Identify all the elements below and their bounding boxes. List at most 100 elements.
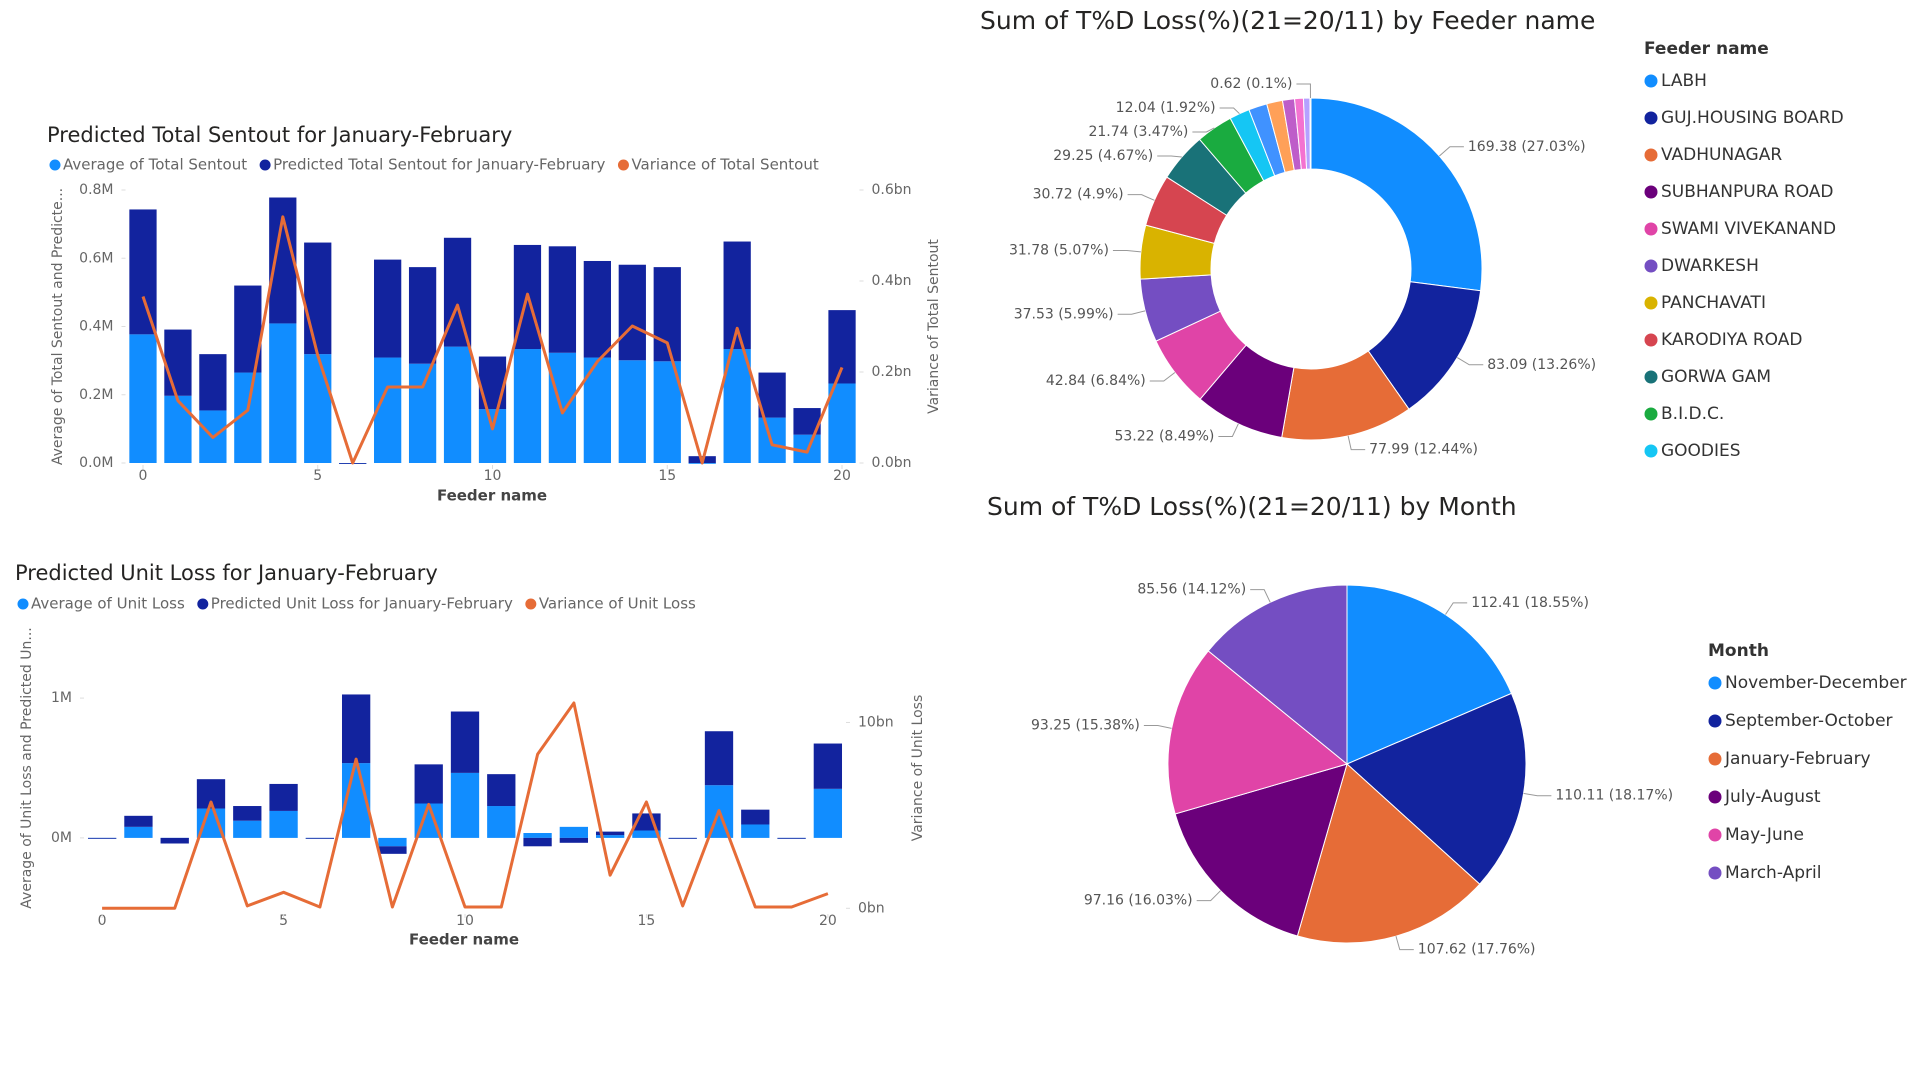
- bar: [618, 360, 646, 463]
- x-tick-label: 10: [456, 913, 474, 929]
- data-label: 169.38 (27.03%): [1468, 139, 1586, 155]
- leader-line: [1117, 310, 1146, 315]
- bar: [478, 356, 507, 410]
- legend-marker: [1644, 148, 1658, 162]
- legend-label: Variance of Unit Loss: [539, 595, 696, 613]
- leader-line: [1523, 792, 1552, 797]
- y-tick-label: 0.2M: [79, 387, 113, 403]
- data-label: 77.99 (12.44%): [1369, 442, 1478, 458]
- legend-marker: [1644, 333, 1658, 347]
- legend-label: November-December: [1725, 673, 1907, 693]
- bar: [233, 806, 262, 821]
- legend-marker: [525, 598, 537, 610]
- legend-marker: [49, 159, 61, 171]
- legend-marker: [617, 159, 629, 171]
- legend-marker: [1644, 74, 1658, 88]
- y-tick-label: 0.8M: [79, 182, 113, 198]
- bar: [741, 824, 770, 838]
- x-tick-label: 5: [279, 913, 288, 929]
- bar: [408, 363, 437, 463]
- slice: [1309, 97, 1312, 170]
- leader-line: [1219, 107, 1240, 115]
- bar: [595, 835, 625, 838]
- bar: [129, 209, 157, 335]
- chart-title: Predicted Total Sentout for January-Febr…: [47, 123, 512, 147]
- legend-marker: [1708, 828, 1722, 842]
- legend-label: LABH: [1661, 71, 1707, 91]
- data-label: 21.74 (3.47%): [1088, 124, 1188, 140]
- legend-label: Predicted Total Sentout for January-Febr…: [273, 156, 605, 174]
- bar: [443, 346, 472, 463]
- chart-title: Sum of T%D Loss(%)(21=20/11) by Month: [987, 492, 1517, 521]
- data-label: 112.41 (18.55%): [1471, 595, 1589, 611]
- legend-label: VADHUNAGAR: [1661, 145, 1782, 165]
- legend-marker: [1708, 790, 1722, 804]
- bar: [450, 772, 480, 838]
- bar: [269, 783, 298, 811]
- bar: [513, 349, 542, 463]
- data-label: 12.04 (1.92%): [1116, 100, 1216, 116]
- bar: [777, 837, 806, 839]
- leader-line: [1157, 155, 1182, 158]
- data-label: 110.11 (18.17%): [1555, 788, 1673, 804]
- bar: [813, 788, 843, 838]
- legend-label: DWARKESH: [1661, 256, 1759, 276]
- legend-marker: [1708, 866, 1722, 880]
- legend-label: GUJ.HOUSING BOARD: [1661, 108, 1844, 128]
- y2-tick-label: 0.4bn: [872, 273, 912, 289]
- legend-label: PANCHAVATI: [1661, 293, 1766, 313]
- legend-label: SUBHANPURA ROAD: [1661, 182, 1834, 202]
- leader-line: [1395, 936, 1414, 951]
- legend-title: Feeder name: [1644, 39, 1769, 59]
- legend-label: B.I.D.C.: [1661, 404, 1724, 424]
- slice: [1346, 584, 1513, 765]
- legend-marker: [1644, 296, 1658, 310]
- legend-label: Average of Total Sentout: [63, 156, 247, 174]
- bar: [408, 267, 437, 364]
- bar: [304, 242, 332, 355]
- x-tick-label: 15: [658, 468, 676, 484]
- bar: [741, 809, 770, 825]
- chart-title: Predicted Unit Loss for January-February: [15, 561, 438, 585]
- legend-label: GORWA GAM: [1661, 367, 1771, 387]
- x-tick-label: 5: [313, 468, 322, 484]
- leader-line: [1149, 372, 1176, 382]
- bar: [160, 837, 189, 844]
- leader-line: [1445, 602, 1468, 615]
- legend-label: Variance of Total Sentout: [631, 156, 818, 174]
- slice: [1207, 584, 1348, 766]
- legend-marker: [1708, 676, 1722, 690]
- slice: [1346, 692, 1527, 885]
- legend-label: March-April: [1725, 863, 1821, 883]
- x-tick-label: 15: [638, 913, 656, 929]
- y-tick-label: 1M: [51, 690, 72, 706]
- data-label: 29.25 (4.67%): [1053, 148, 1153, 164]
- legend-marker: [17, 598, 29, 610]
- x-tick-label: 20: [819, 913, 837, 929]
- bar: [124, 826, 153, 838]
- legend-marker: [197, 598, 209, 610]
- leader-line: [1196, 890, 1221, 902]
- bar: [129, 334, 157, 463]
- line: [141, 215, 844, 465]
- leader-line: [1127, 194, 1155, 201]
- data-label: 83.09 (13.26%): [1487, 357, 1596, 373]
- x-tick-label: 0: [98, 913, 107, 929]
- bar: [523, 833, 552, 838]
- slice: [1167, 650, 1349, 815]
- y-tick-label: 0.0M: [79, 455, 113, 471]
- leader-line: [1112, 249, 1141, 253]
- line: [102, 701, 829, 910]
- slice: [1174, 763, 1348, 937]
- leader-line: [1143, 725, 1172, 729]
- bar: [414, 764, 443, 804]
- leader-line: [1296, 83, 1311, 99]
- y2-tick-label: 0.2bn: [872, 364, 912, 380]
- legend-label: SWAMI VIVEKANAND: [1661, 219, 1836, 239]
- leader-line: [1347, 435, 1366, 451]
- y-axis-title: Average of Total Sentout and Predicte...: [50, 188, 66, 465]
- legend-title: Month: [1708, 641, 1769, 661]
- leader-line: [1218, 423, 1239, 437]
- data-label: 30.72 (4.9%): [1033, 187, 1124, 203]
